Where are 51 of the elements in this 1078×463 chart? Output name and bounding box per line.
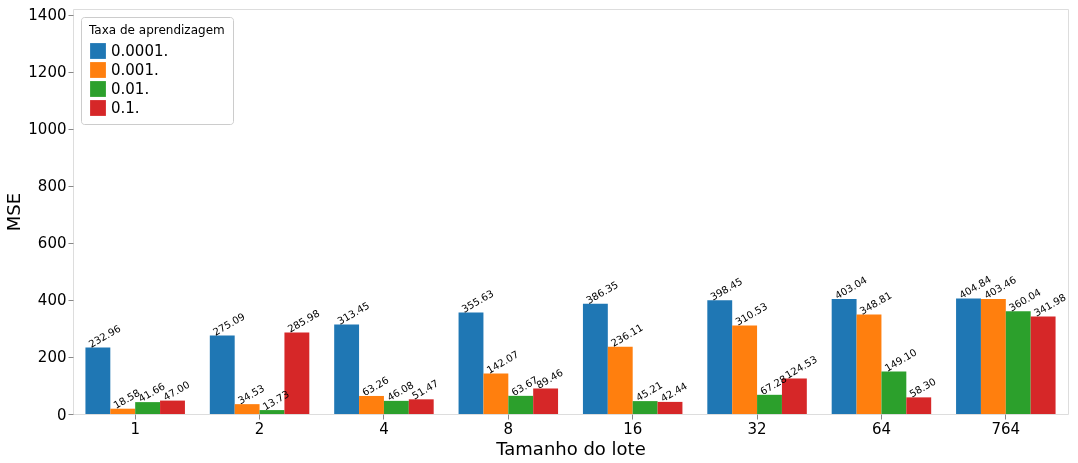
y-tick-label: 600 <box>37 234 67 253</box>
bar <box>856 314 882 414</box>
bar <box>234 404 260 414</box>
bar <box>707 300 733 414</box>
x-tick-label: 16 <box>623 419 643 438</box>
bar <box>632 401 658 414</box>
bar <box>110 408 136 414</box>
x-tick-label: 64 <box>871 419 891 438</box>
x-tick-label: 1 <box>130 419 140 438</box>
y-tick-label: 1200 <box>28 63 67 82</box>
bar <box>334 324 360 414</box>
x-tick-label: 764 <box>991 419 1021 438</box>
y-tick-label: 1000 <box>28 120 67 139</box>
x-tick-label: 32 <box>747 419 767 438</box>
bar <box>1030 316 1056 414</box>
bar <box>160 400 185 414</box>
legend-label: 0.1. <box>111 99 140 117</box>
y-axis-title: MSE <box>3 192 25 232</box>
bar <box>607 346 633 414</box>
bar <box>383 400 409 414</box>
bar <box>259 410 285 414</box>
bar <box>1005 311 1031 414</box>
bar <box>657 401 683 414</box>
bar <box>85 347 111 414</box>
bar <box>956 298 981 414</box>
bar <box>483 373 509 414</box>
bar <box>757 394 782 414</box>
legend-label: 0.01. <box>111 80 150 98</box>
y-tick-label: 200 <box>37 348 67 367</box>
bar <box>881 371 907 414</box>
y-tick-label: 1400 <box>28 6 67 25</box>
x-tick-label: 8 <box>503 419 514 438</box>
bar <box>408 399 434 414</box>
y-tick-label: 400 <box>37 291 67 310</box>
bar <box>359 395 384 414</box>
y-tick-label: 800 <box>37 177 67 196</box>
legend-label: 0.0001. <box>111 42 169 60</box>
legend-label: 0.001. <box>111 61 159 79</box>
bar <box>209 335 235 414</box>
bar <box>582 303 608 414</box>
bar <box>980 298 1006 414</box>
bar <box>831 299 857 414</box>
bar <box>508 395 534 414</box>
x-axis-title: Tamanho do lote <box>495 437 646 459</box>
bar <box>906 397 932 414</box>
x-tick-label: 2 <box>254 419 265 438</box>
bar <box>732 325 758 414</box>
y-tick-label: 0 <box>56 405 67 424</box>
bar <box>458 312 484 414</box>
legend-title: Taxa de aprendizagem <box>88 23 225 37</box>
x-tick-label: 4 <box>379 419 389 438</box>
